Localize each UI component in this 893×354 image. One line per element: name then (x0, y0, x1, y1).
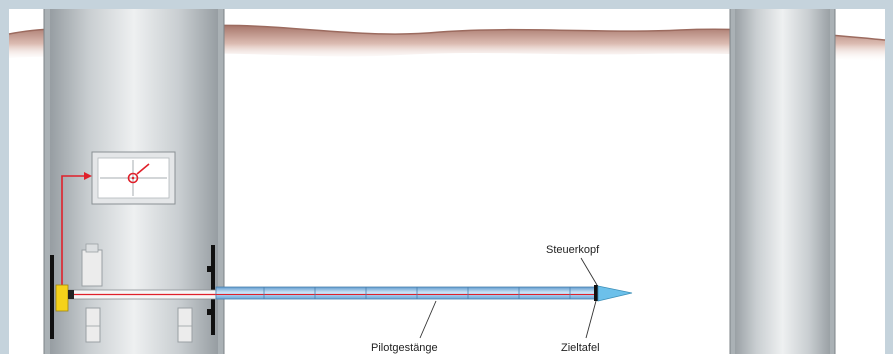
laser-pointer-icon (55, 284, 74, 312)
pilot-rods (215, 286, 597, 300)
label-pilot-rods: Pilotgestänge (371, 342, 438, 354)
ground-surface (9, 25, 885, 62)
monitor-crosshair-icon (91, 151, 176, 205)
label-target-board: Zieltafel (561, 342, 600, 354)
target-shaft (729, 9, 836, 354)
leader-target-board (585, 300, 597, 339)
signal-arrow (61, 172, 92, 288)
target-board (594, 285, 598, 301)
steering-head (597, 285, 633, 302)
leader-steering-head (580, 257, 598, 286)
label-steering-head: Steuerkopf (546, 244, 600, 256)
leader-pilot-rods (419, 300, 437, 339)
jacking-rod (65, 289, 217, 300)
